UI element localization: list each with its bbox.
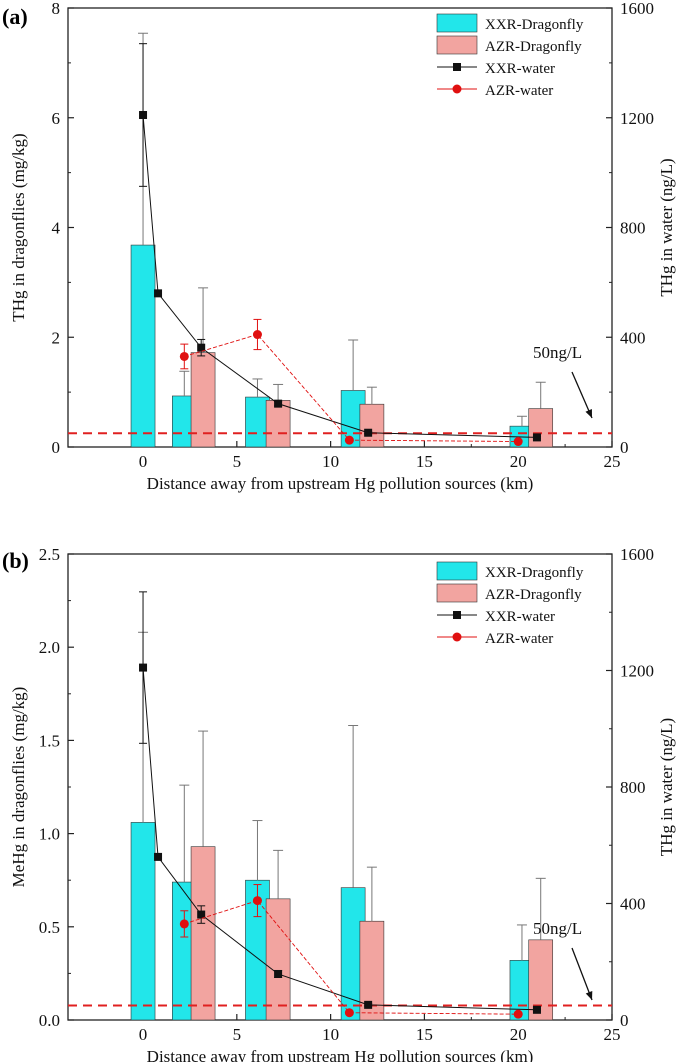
panel-label: (b) (2, 548, 29, 573)
chart-panel-a: (a) 0 2 4 6 8 0 400 800 1200 1600 0 5 10 15 20 25 Distanc… (2, 0, 676, 493)
legend-xxr-water-label: XXR-water (485, 609, 555, 625)
right-ytick-label: 1600 (620, 0, 654, 18)
azr-water-point (179, 919, 189, 929)
legend-azr-dragonfly-swatch (436, 35, 478, 55)
left-ytick-label: 1.5 (39, 731, 60, 750)
left-ytick-label: 0.0 (39, 1011, 60, 1030)
xtick-label: 25 (604, 452, 621, 471)
xtick-label: 10 (322, 1025, 339, 1044)
azr-water-line (184, 900, 519, 1015)
right-ytick-label: 0 (620, 438, 629, 457)
xtick-label: 5 (233, 452, 242, 471)
right-ytick-label: 0 (620, 1011, 629, 1030)
right-ytick-label: 400 (620, 328, 646, 347)
legend-azr-water-label: AZR-water (485, 83, 553, 99)
chart-panel-b: (b) 0.0 0.5 1.0 1.5 2.0 2.5 0 400 800 1200 1600 0 5 10… (2, 545, 676, 1062)
left-ytick-label: 1.0 (39, 825, 60, 844)
xxr-water-point (139, 663, 148, 672)
reference-annotation: 50ng/L (533, 919, 582, 938)
right-ytick-label: 1600 (620, 545, 654, 564)
azr-water-point (513, 437, 523, 447)
left-ytick-label: 2.0 (39, 638, 60, 657)
xtick-label: 0 (139, 1025, 148, 1044)
left-ytick-label: 6 (52, 109, 61, 128)
xtick-label: 25 (604, 1025, 621, 1044)
legend-xxr-dragonfly-swatch (436, 13, 478, 33)
xxr-water-point (154, 289, 163, 298)
left-ytick-label: 0.5 (39, 918, 60, 937)
xxr-water-point (364, 428, 373, 437)
legend-xxr-dragonfly-label: XXR-Dragonfly (485, 565, 584, 581)
xtick-label: 15 (416, 452, 433, 471)
annotation-arrow (571, 947, 593, 1001)
legend-xxr-water-marker (453, 63, 461, 71)
azr-water-point (252, 330, 262, 340)
xxr-water-point (154, 852, 163, 861)
xxr-dragonfly-bar (130, 822, 156, 1021)
xxr-dragonfly-bar (245, 396, 270, 448)
xtick-label: 15 (416, 1025, 433, 1044)
xtick-label: 5 (233, 1025, 242, 1044)
xtick-label: 0 (139, 452, 148, 471)
reference-annotation: 50ng/L (533, 343, 582, 362)
xxr-water-point (197, 343, 206, 352)
left-ytick-label: 0 (52, 438, 61, 457)
right-ytick-label: 1200 (620, 662, 654, 681)
xtick-label: 10 (322, 452, 339, 471)
xxr-dragonfly-bar (130, 244, 156, 448)
right-y-axis-label: THg in water (ng/L) (657, 718, 676, 856)
xxr-water-point (274, 969, 283, 978)
azr-water-point (344, 1008, 354, 1018)
left-ytick-label: 4 (52, 219, 61, 238)
annotation-arrowhead (585, 409, 592, 418)
right-ytick-label: 800 (620, 219, 646, 238)
x-axis-label: Distance away from upstream Hg pollution… (147, 474, 534, 493)
annotation-arrowhead (585, 991, 593, 1000)
azr-water-point (344, 435, 354, 445)
legend-azr-water-label: AZR-water (485, 631, 553, 647)
legend-azr-water-marker (452, 632, 462, 642)
xxr-water-line (142, 114, 537, 438)
legend-azr-dragonfly-swatch (436, 583, 478, 603)
azr-water-line (184, 333, 519, 442)
panel-label: (a) (2, 4, 28, 29)
azr-water-point (252, 896, 262, 906)
right-ytick-label: 800 (620, 778, 646, 797)
right-y-axis-label: THg in water (ng/L) (657, 158, 676, 296)
legend-xxr-water-marker (453, 611, 461, 619)
xxr-water-point (364, 1000, 373, 1009)
xxr-water-point (139, 111, 148, 120)
xtick-label: 20 (510, 452, 527, 471)
legend-xxr-dragonfly-swatch (436, 561, 478, 581)
legend-xxr-water-label: XXR-water (485, 61, 555, 77)
left-y-axis-label: MeHg in dragonflies (mg/kg) (9, 687, 28, 888)
legend-azr-dragonfly-label: AZR-Dragonfly (485, 587, 582, 603)
azr-dragonfly-bar (265, 400, 291, 448)
left-y-axis-label: THg in dragonflies (mg/kg) (9, 133, 28, 321)
azr-dragonfly-bar (190, 846, 216, 1021)
xxr-water-point (274, 399, 283, 408)
x-axis-label: Distance away from upstream Hg pollution… (147, 1047, 534, 1062)
legend-xxr-dragonfly-label: XXR-Dragonfly (485, 17, 584, 33)
left-ytick-label: 2.5 (39, 545, 60, 564)
xxr-water-line (142, 667, 537, 1011)
legend-azr-dragonfly-label: AZR-Dragonfly (485, 39, 582, 55)
left-ytick-label: 8 (52, 0, 61, 18)
azr-dragonfly-bar (265, 898, 291, 1021)
xxr-water-point (532, 1005, 541, 1014)
right-ytick-label: 1200 (620, 109, 654, 128)
xtick-label: 20 (510, 1025, 527, 1044)
xxr-water-point (532, 433, 541, 442)
azr-water-point (179, 351, 189, 361)
right-ytick-label: 400 (620, 895, 646, 914)
annotation-arrow (571, 371, 593, 419)
legend-azr-water-marker (452, 84, 462, 94)
left-ytick-label: 2 (52, 328, 61, 347)
azr-water-point (513, 1009, 523, 1019)
xxr-water-point (197, 910, 206, 919)
